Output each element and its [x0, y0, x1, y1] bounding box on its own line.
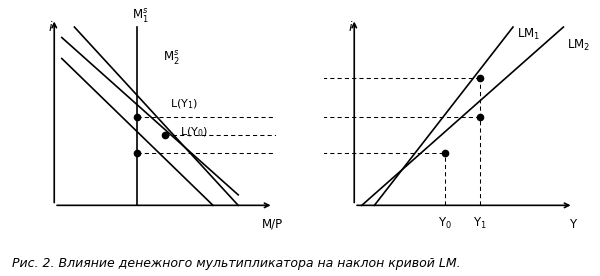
Text: M/P: M/P — [262, 218, 283, 231]
Text: i: i — [48, 21, 52, 34]
Text: LM$_1$: LM$_1$ — [517, 27, 540, 42]
Text: Y: Y — [569, 218, 576, 231]
Text: i: i — [348, 21, 352, 34]
Text: L(Y$_1$): L(Y$_1$) — [170, 98, 198, 112]
Text: LM$_2$: LM$_2$ — [567, 38, 590, 53]
Text: L(Y$_0$): L(Y$_0$) — [180, 125, 208, 139]
Text: Рис. 2. Влияние денежного мультипликатора на наклон кривой LM.: Рис. 2. Влияние денежного мультипликатор… — [12, 258, 461, 270]
Text: Y$_0$: Y$_0$ — [438, 216, 452, 231]
Text: M$^s_1$: M$^s_1$ — [131, 7, 148, 25]
Text: Y$_1$: Y$_1$ — [473, 216, 487, 231]
Text: M$^s_2$: M$^s_2$ — [163, 50, 179, 67]
